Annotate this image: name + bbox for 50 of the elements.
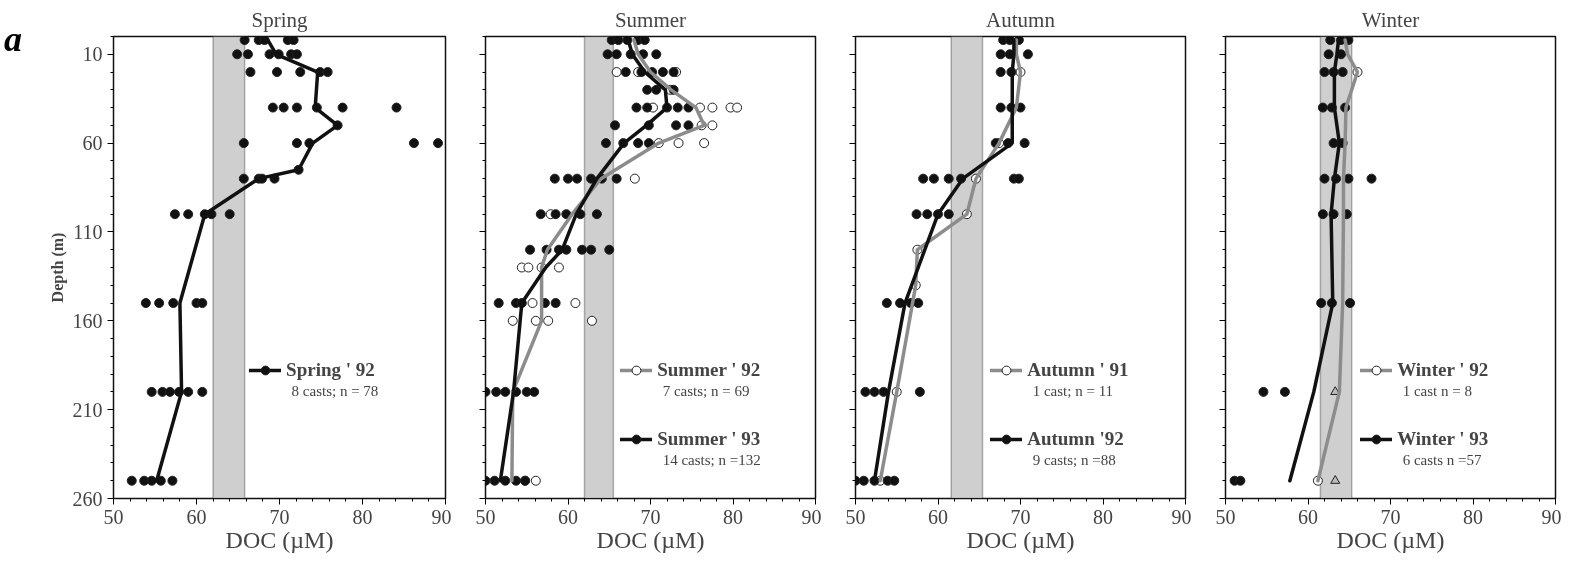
legend-label: Summer ' 93: [657, 427, 761, 450]
x-axis-title: DOC (µM): [596, 526, 705, 553]
x-tick-label: 70: [1010, 505, 1031, 528]
annotation: 1 cast n = 8: [1402, 383, 1472, 400]
chart-title: Spring: [251, 7, 308, 32]
legend-label: Winter ' 93: [1397, 427, 1489, 450]
legend-label: Spring ' 92: [286, 358, 375, 381]
x-tick-label: 90: [801, 505, 822, 528]
chart-title: Autumn: [986, 7, 1056, 32]
x-tick-label: 90: [1541, 505, 1562, 528]
x-tick-label: 50: [103, 505, 124, 528]
y-tick-label: 10: [82, 43, 103, 66]
annotation: 14 casts; n =132: [662, 452, 761, 469]
legend-label: Autumn ' 91: [1027, 358, 1129, 381]
annotation: 9 casts; n =88: [1032, 452, 1116, 469]
x-tick-label: 80: [1463, 505, 1483, 528]
x-axis-title: DOC (µM): [225, 526, 334, 553]
x-axis-title: DOC (µM): [1336, 526, 1445, 553]
x-tick-label: 80: [723, 505, 743, 528]
annotation: 7 casts; n = 69: [662, 383, 750, 400]
y-tick-label: 60: [82, 132, 103, 155]
y-tick-label: 110: [73, 220, 103, 243]
annotation: 6 casts n =57: [1402, 452, 1483, 469]
x-tick-label: 60: [1298, 505, 1318, 528]
annotation: 1 cast; n = 11: [1032, 383, 1114, 400]
x-tick-label: 70: [1380, 505, 1401, 528]
x-tick-label: 90: [431, 505, 452, 528]
chart-title: Winter: [1361, 7, 1420, 32]
x-tick-label: 50: [475, 505, 496, 528]
y-tick-label: 260: [72, 487, 103, 510]
x-tick-label: 80: [1093, 505, 1113, 528]
x-tick-label: 60: [928, 505, 948, 528]
x-tick-label: 60: [186, 505, 207, 528]
chart-title: Summer: [614, 7, 687, 32]
y-tick-label: 160: [72, 309, 103, 332]
x-tick-label: 70: [640, 505, 661, 528]
x-tick-label: 80: [352, 505, 373, 528]
x-axis-title: DOC (µM): [966, 526, 1075, 553]
y-axis-title: Depth (m): [48, 232, 67, 303]
legend-label: Autumn '92: [1027, 427, 1124, 450]
x-tick-label: 50: [1215, 505, 1236, 528]
x-tick-label: 90: [1171, 505, 1192, 528]
legend-label: Summer ' 92: [657, 358, 761, 381]
legend-label: Winter ' 92: [1397, 358, 1489, 381]
x-tick-label: 60: [558, 505, 578, 528]
annotation: 8 casts; n = 78: [291, 383, 379, 400]
y-tick-label: 210: [72, 398, 103, 421]
x-tick-label: 70: [269, 505, 290, 528]
x-tick-label: 50: [845, 505, 866, 528]
text: a: [4, 18, 22, 61]
